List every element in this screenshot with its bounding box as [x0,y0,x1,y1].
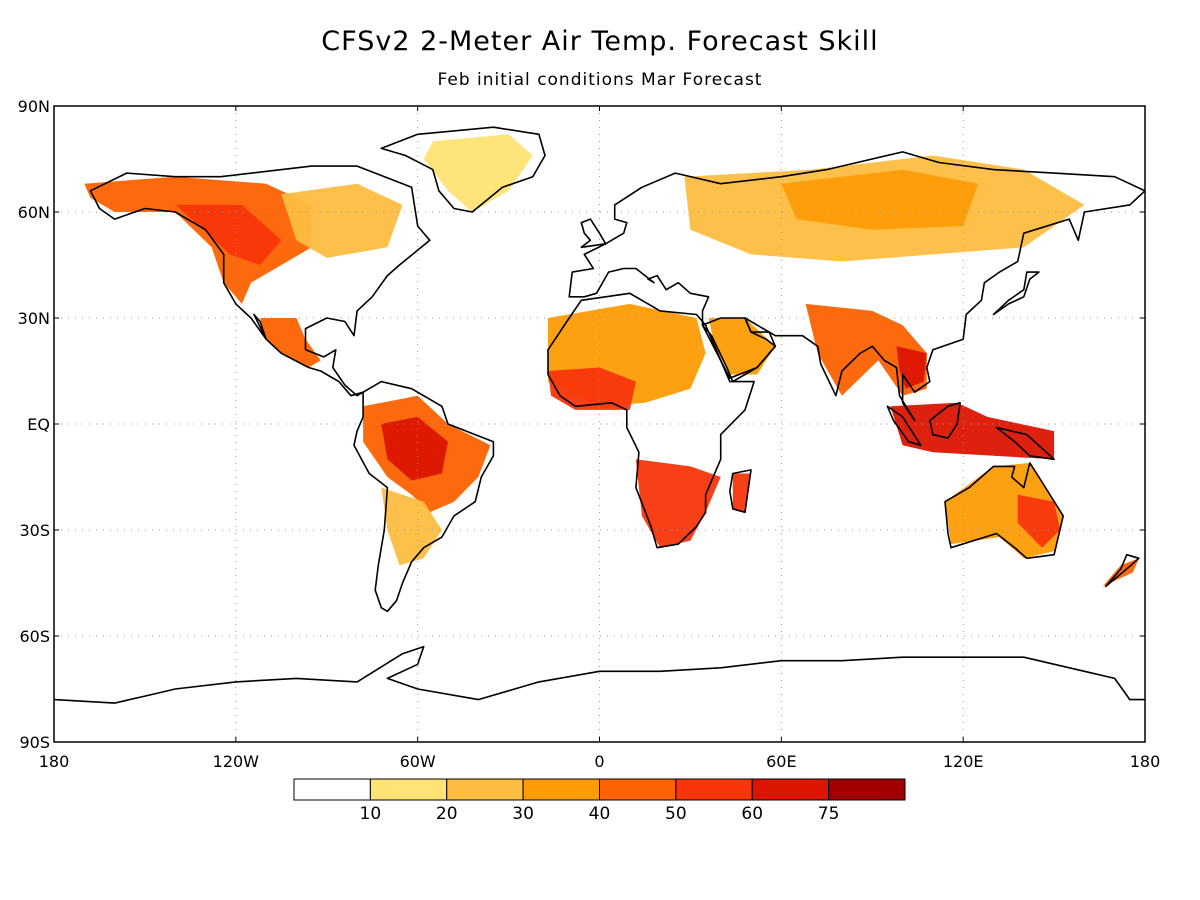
graticule [54,106,1145,742]
lat-tick-label-4: 30S [19,521,50,540]
lon-tick-label-6: 180 [1130,752,1161,771]
skill-region-16 [896,346,927,389]
lat-tick-label-0: 90N [18,97,50,116]
skill-region-2 [281,183,403,258]
colorbar-label-4: 50 [665,804,687,824]
coastline-1 [353,380,495,613]
colorbar-label-1: 20 [436,804,458,824]
colorbar-bin-2 [446,778,524,801]
skill-region-6 [381,416,448,481]
coastline-12 [580,218,607,249]
lat-tick-label-6: 90S [19,733,50,752]
skill-region-10 [635,459,721,548]
colorbar: 10 20 30 40 50 60 75 [293,778,906,824]
coastline-8 [886,405,922,447]
coastline-6 [944,462,1064,560]
coastline-14 [54,645,1145,704]
coastline-3 [547,292,755,549]
skill-region-0 [84,176,312,304]
lon-tick-label-2: 60W [400,752,436,771]
lon-tick-label-1: 120W [213,752,260,771]
colorbar-label-6: 75 [818,804,840,824]
lat-tick-label-1: 60N [18,203,50,222]
coastline-10 [728,469,752,514]
coastline-11 [992,271,1040,316]
skill-region-1 [175,204,282,265]
coastline-7 [928,401,961,439]
colorbar-bin-4 [599,778,677,801]
colorbar-label-2: 30 [512,804,534,824]
colorbar-label-3: 40 [589,804,611,824]
lon-tick-label-5: 120E [943,752,984,771]
skill-region-14 [781,169,979,230]
colorbar-bin-7 [828,778,906,801]
colorbar-bin-5 [675,778,753,801]
skill-region-3 [260,318,321,368]
lat-tick-label-3: EQ [27,415,50,434]
map-subtitle: Feb initial conditions Mar Forecast [437,70,763,90]
coastline-13 [1104,553,1140,588]
colorbar-label-0: 10 [360,804,382,824]
lon-tick-label-0: 180 [39,752,70,771]
skill-region-17 [890,402,1055,460]
colorbar-bin-3 [522,778,600,801]
coastline-2 [380,126,546,213]
skill-region-19 [1017,494,1061,548]
coastline-5 [701,317,777,379]
skill-region-12 [708,318,776,375]
lon-tick-label-3: 0 [594,752,604,771]
colorbar-bin-0 [293,778,371,801]
coastline-9 [995,426,1055,461]
lat-tick-label-2: 30N [18,309,50,328]
coastline-4 [568,151,1145,422]
coastline-0 [89,165,431,397]
lat-tick-label-5: 60S [19,627,50,646]
coastlines [54,126,1145,704]
colorbar-bin-1 [369,778,448,801]
map-title: CFSv2 2-Meter Air Temp. Forecast Skill [321,26,879,57]
skill-shading [84,134,1139,587]
lon-tick-label-4: 60E [766,752,796,771]
skill-region-9 [548,367,636,410]
colorbar-bin-6 [751,778,830,801]
colorbar-label-5: 60 [741,804,763,824]
skill-region-4 [423,134,533,212]
